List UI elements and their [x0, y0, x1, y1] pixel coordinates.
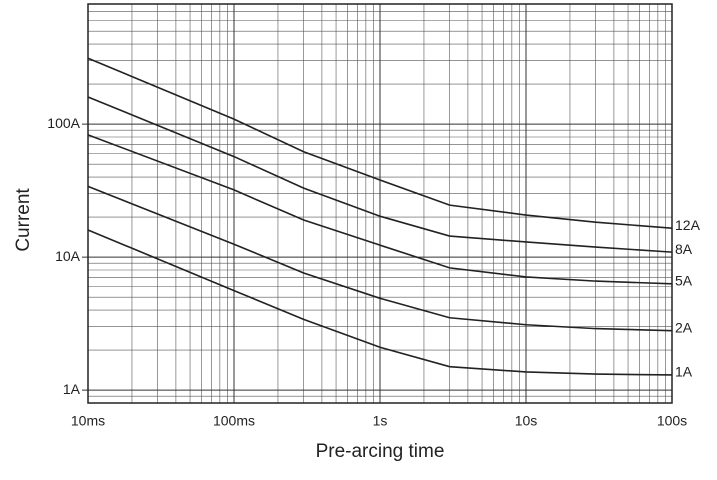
x-axis-title: Pre-arcing time: [316, 441, 445, 462]
series-label: 5A: [675, 273, 693, 289]
curve: [87, 185, 673, 332]
series-label: 1A: [675, 364, 693, 380]
x-tick-label: 10ms: [71, 413, 105, 429]
y-tick-label: 100A: [47, 115, 80, 131]
x-tick-label: 100ms: [213, 413, 255, 429]
y-tick-label: 1A: [63, 381, 81, 397]
curve: [87, 229, 673, 376]
plot-frame: [87, 3, 673, 404]
series-label: 12A: [675, 217, 701, 233]
y-tick-label: 10A: [55, 248, 81, 264]
x-tick-label: 1s: [373, 413, 388, 429]
curve: [87, 96, 673, 253]
y-axis-title: Current: [13, 188, 34, 252]
x-tick-label: 100s: [657, 413, 687, 429]
x-tick-label: 10s: [515, 413, 538, 429]
curve: [87, 57, 673, 229]
curve: [87, 134, 673, 285]
series-label: 8A: [675, 241, 693, 257]
series-label: 2A: [675, 319, 693, 335]
